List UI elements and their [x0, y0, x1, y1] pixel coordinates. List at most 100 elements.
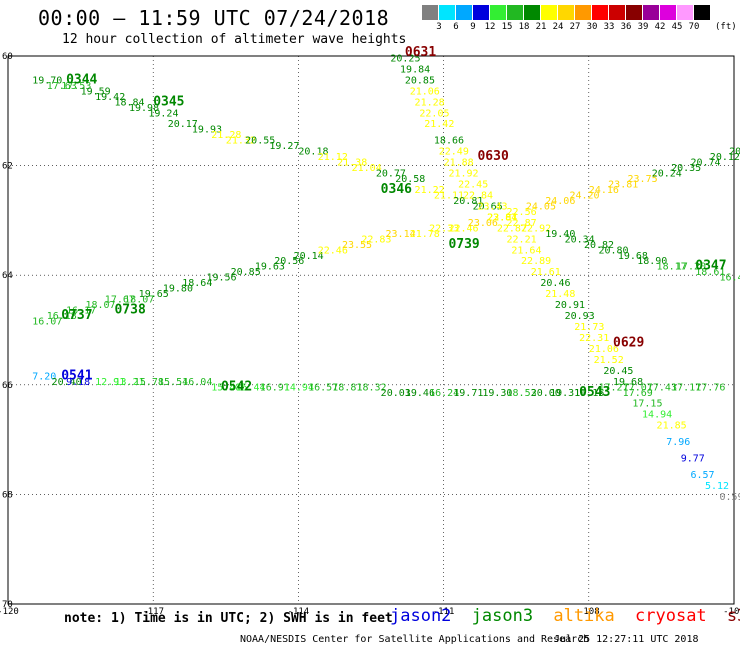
color-swatch: [473, 5, 490, 20]
wave-height-label: 20.85: [405, 75, 435, 86]
color-swatch: [660, 5, 677, 20]
wave-height-label: 24.05: [526, 201, 556, 212]
wave-height-label: 16.47: [719, 273, 740, 284]
pass-number-label: 0543: [579, 385, 610, 400]
color-scale-tick: 45: [671, 22, 683, 32]
wave-height-label: 20.74: [690, 158, 720, 169]
color-swatch: [507, 5, 524, 20]
latitude-ticks: 60 62 64 66 68 70: [2, 52, 13, 610]
wave-height-label: 16.18: [47, 311, 77, 322]
wave-height-label: 18.32: [356, 382, 386, 393]
color-swatch: [456, 5, 473, 20]
wave-height-label: 19.93: [192, 125, 222, 136]
wave-height-label: 21.73: [574, 322, 604, 333]
wave-height-label: 14.94: [284, 382, 314, 393]
wave-height-label: 23.55: [342, 240, 372, 251]
wave-height-label: 21.42: [424, 119, 454, 130]
mission-cryosat: cryosat: [635, 606, 707, 626]
latitude-tick-label: 66: [2, 381, 13, 391]
wave-height-label: 17.69: [623, 388, 653, 399]
color-swatch: [490, 5, 507, 20]
wave-height-label: 18.61: [695, 267, 725, 278]
color-scale-unit: (ft): [715, 22, 737, 32]
color-scale-tick: 6: [453, 22, 459, 32]
wave-height-label: 21.22: [415, 185, 445, 196]
latitude-tick-label: 62: [2, 162, 13, 172]
wave-height-label: 20.81: [453, 196, 483, 207]
wave-height-label: 19.30: [482, 388, 512, 399]
pass-number-label: 0629: [613, 335, 644, 350]
wave-height-label: 20.40: [52, 377, 82, 388]
wave-height-label: 21.85: [657, 421, 687, 432]
wave-height-label: 18.17: [657, 262, 687, 273]
pass-number-label: 0631: [405, 45, 436, 60]
wave-height-label: 21.28: [415, 97, 445, 108]
wave-height-label: 19.84: [400, 64, 430, 75]
color-swatch: [558, 5, 575, 20]
color-swatch: [609, 5, 626, 20]
wave-height-label: 15.44: [235, 382, 265, 393]
wave-height-label: 17.67: [105, 295, 135, 306]
wave-height-label: 18.66: [434, 136, 464, 147]
wave-height-label: 0.59: [719, 492, 740, 503]
wave-height-label: 19.59: [81, 86, 111, 97]
wave-height-label: 17.76: [695, 382, 725, 393]
wave-height-label: 16.04: [182, 377, 212, 388]
wave-height-label: 22.46: [448, 223, 478, 234]
wave-height-label: 15.54: [158, 377, 188, 388]
wave-height-label: 19.31: [550, 388, 580, 399]
wave-height-label: 21.48: [545, 289, 575, 300]
wave-height-label: 22.92: [521, 223, 551, 234]
wave-height-label: 22.84: [487, 212, 517, 223]
longitude-ticks: -120 -117 -114 -111 -108 -105: [0, 607, 740, 617]
color-swatch: [541, 5, 558, 20]
wave-height-label: 7.20: [32, 371, 56, 382]
wave-height-label: 19.63: [255, 262, 285, 273]
wave-height-label: 19.15: [574, 388, 604, 399]
wave-height-label: 19.70: [32, 75, 62, 86]
mission-s3a: s3a: [726, 606, 740, 626]
wave-height-label: 18.90: [637, 256, 667, 267]
wave-height-label: 20.55: [245, 136, 275, 147]
color-scale-tick: 39: [637, 22, 649, 32]
wave-height-label: 15.78: [134, 377, 164, 388]
pass-number-label: 0738: [114, 303, 145, 318]
color-swatch: [643, 5, 660, 20]
wave-height-label: 20.46: [540, 278, 570, 289]
color-scale-tick: 33: [603, 22, 615, 32]
wave-height-label: 19.24: [148, 108, 178, 119]
wave-height-label: 20.00: [531, 388, 561, 399]
wave-height-label: 18.64: [182, 278, 212, 289]
wave-height-label: 5.12: [705, 481, 729, 492]
wave-height-label: 20.03: [381, 388, 411, 399]
pass-number-label: 0542: [221, 379, 252, 394]
color-swatch: [439, 5, 456, 20]
wave-height-label: 9.77: [681, 454, 705, 465]
color-scale-tick: 18: [518, 22, 530, 32]
wave-height-label: 21.88: [444, 158, 474, 169]
credit-line: NOAA/NESDIS Center for Satellite Applica…: [240, 634, 590, 645]
color-swatch: [677, 5, 694, 20]
wave-height-label: 21.32: [226, 136, 256, 147]
wave-height-label: 16.24: [429, 388, 459, 399]
wave-height-label: 19.40: [545, 229, 575, 240]
color-scale-tick: 3: [436, 22, 442, 32]
wave-height-label: 20.91: [555, 300, 585, 311]
wave-height-label: 17.43: [647, 382, 677, 393]
wave-height-label: 19.56: [206, 273, 236, 284]
wave-height-label: 24.20: [569, 190, 599, 201]
wave-height-label: 19.68: [618, 251, 648, 262]
wave-height-label: 21.11: [434, 190, 464, 201]
wave-height-label: 18.81: [332, 382, 362, 393]
wave-height-label: 19.27: [269, 141, 299, 152]
wave-height-label: 20.46: [729, 147, 740, 158]
longitude-tick-label: -105: [723, 607, 740, 617]
wave-height-label: 22.83: [361, 234, 391, 245]
wave-height-label: 19.80: [163, 284, 193, 295]
wave-height-label: 7.96: [666, 437, 690, 448]
wave-height-label: 21.28: [211, 130, 241, 141]
longitude-tick-label: -117: [142, 607, 164, 617]
color-swatch: [592, 5, 609, 20]
wave-height-label: 22.33: [429, 223, 459, 234]
pass-labels: 0344 0345 0346 0347 0631 0630 0629 0739 0738 0737…: [61, 45, 726, 400]
